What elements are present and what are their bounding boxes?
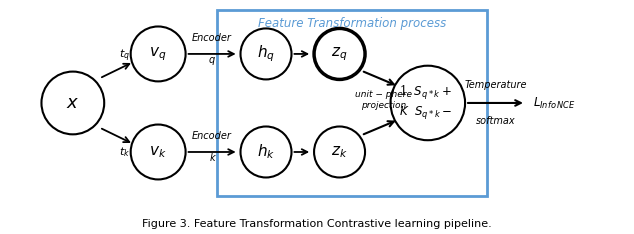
Text: $L_{Info\,NCE}$: $L_{Info\,NCE}$: [533, 95, 575, 110]
Text: $t_k$: $t_k$: [119, 145, 130, 159]
Text: Encoder: Encoder: [192, 33, 232, 43]
Text: $t_q$: $t_q$: [119, 47, 130, 64]
Text: $x$: $x$: [66, 94, 79, 112]
Text: q: q: [209, 55, 215, 65]
Text: $v_q$: $v_q$: [150, 45, 167, 63]
Text: $h_q$: $h_q$: [257, 44, 275, 64]
Text: Temperature: Temperature: [464, 80, 527, 90]
Text: $z_q$: $z_q$: [332, 45, 348, 63]
Text: Encoder: Encoder: [192, 131, 232, 141]
Text: k: k: [209, 153, 215, 163]
Text: Feature Transformation process: Feature Transformation process: [257, 17, 446, 30]
Text: 1  $S_{q*k}+$: 1 $S_{q*k}+$: [399, 84, 452, 102]
Text: $K$  $S_{q*k}-$: $K$ $S_{q*k}-$: [399, 104, 453, 121]
Text: $v_k$: $v_k$: [150, 144, 167, 160]
Text: softmax: softmax: [476, 116, 515, 126]
Bar: [217, 10, 487, 196]
Text: Figure 3. Feature Transformation Contrastive learning pipeline.: Figure 3. Feature Transformation Contras…: [142, 219, 492, 229]
Text: unit − phere
projection: unit − phere projection: [355, 90, 412, 110]
Text: $z_k$: $z_k$: [332, 144, 348, 160]
Text: $h_k$: $h_k$: [257, 143, 275, 161]
